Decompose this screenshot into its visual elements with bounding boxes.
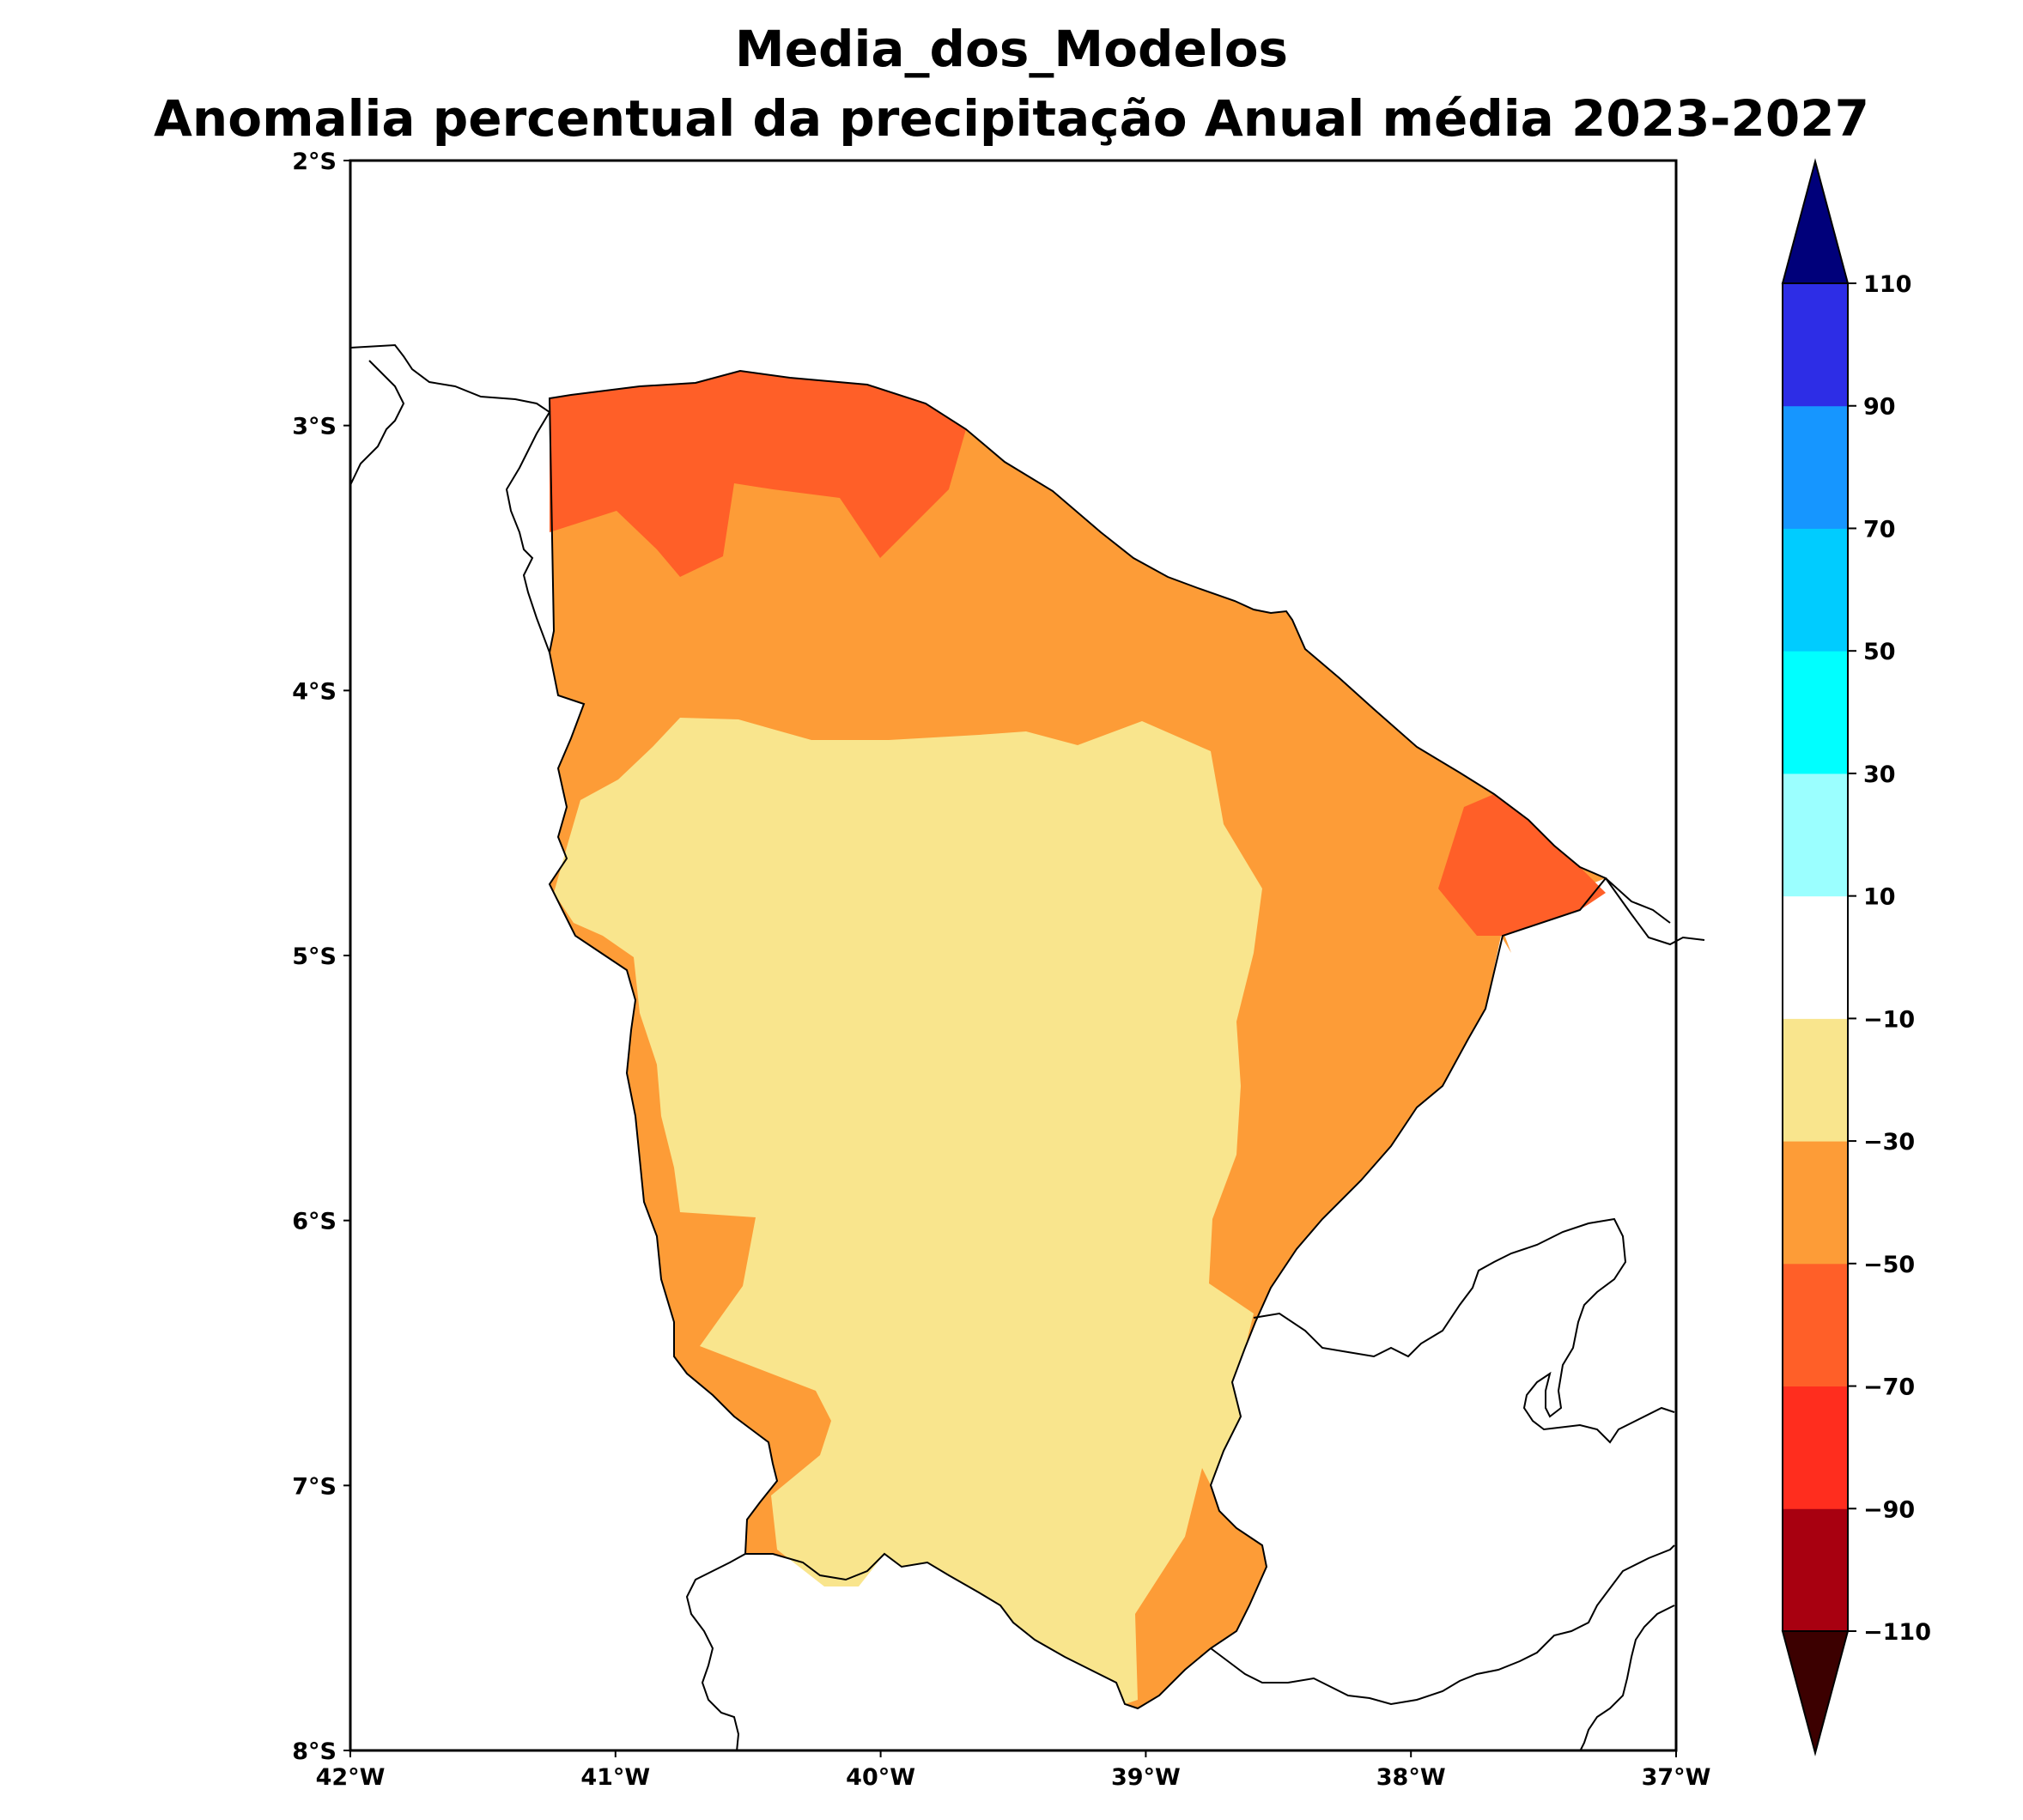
- colorbar-segment: [1783, 773, 1848, 897]
- colorbar-segment: [1783, 283, 1848, 407]
- colorbar-segment: [1783, 1386, 1848, 1509]
- lat-tick-label: 4°S: [292, 678, 337, 705]
- colorbar-over-arrow: [1781, 158, 1850, 284]
- ceara-outline: [548, 369, 1607, 1710]
- colorbar-segment: [1783, 895, 1848, 1019]
- border-pb-pe: [1253, 1217, 1675, 1444]
- lon-tick-label: 41°W: [580, 1764, 650, 1791]
- lat-tick-label: 2°S: [292, 149, 337, 175]
- region-anomaly-minus70-minus50-northwest: [550, 371, 966, 577]
- lat-tick-label: 7°S: [292, 1473, 337, 1500]
- lat-tick-label: 3°S: [292, 414, 337, 440]
- lat-tick-label: 6°S: [292, 1209, 337, 1235]
- colorbar-segment: [1783, 1263, 1848, 1387]
- colorbar-tick-label: −110: [1863, 1619, 1931, 1646]
- lat-tick-label: 5°S: [292, 943, 337, 970]
- colorbar-tick-label: 110: [1863, 271, 1911, 298]
- colorbar-tick-label: −70: [1863, 1374, 1915, 1401]
- border-rn-pb: [1605, 877, 1705, 946]
- lat-tick-label: 8°S: [292, 1738, 337, 1765]
- colorbar-under-arrow: [1781, 1630, 1850, 1756]
- border-pe-southeast: [1579, 1605, 1675, 1752]
- map-title-line-2: Anomalia percentual da precipitação Anua…: [154, 89, 1869, 148]
- colorbar-tick-label: 90: [1863, 394, 1896, 421]
- border-pi-pe: [685, 1553, 746, 1752]
- colorbar-tick-label: 50: [1863, 639, 1896, 665]
- map-title-line-1: Media_dos_Modelos: [734, 20, 1289, 78]
- colorbar-tick-label: 70: [1863, 516, 1896, 543]
- border-rn-coast: [1605, 877, 1671, 924]
- region-anomaly-minus70-minus50-east-coast: [1438, 794, 1606, 936]
- region-anomaly-minus30-minus10: [554, 718, 1262, 1704]
- lon-tick-label: 37°W: [1642, 1764, 1711, 1791]
- map-axes: 42°W 41°W 40°W 39°W 38°W 37°W 2°S 3°S 4°S 5°S 6°S 7…: [292, 149, 1710, 1791]
- colorbar-segment: [1783, 651, 1848, 774]
- colorbar-tick-label: −30: [1863, 1129, 1915, 1156]
- border-west-lower: [349, 360, 405, 486]
- colorbar-tick-label: −10: [1863, 1006, 1915, 1033]
- lon-tick-label: 42°W: [316, 1764, 386, 1791]
- colorbar-segment: [1783, 405, 1848, 529]
- colorbar-segment: [1783, 528, 1848, 652]
- state-borders: [349, 343, 1705, 1752]
- lon-tick-label: 39°W: [1111, 1764, 1181, 1791]
- lon-tick-label: 40°W: [846, 1764, 915, 1791]
- lon-tick-label: 38°W: [1376, 1764, 1446, 1791]
- colorbar-tick-label: 10: [1863, 884, 1896, 911]
- colorbar-tick-label: −90: [1863, 1496, 1915, 1523]
- colorbar-segment: [1783, 1508, 1848, 1632]
- border-pe-south: [1210, 1544, 1675, 1706]
- colorbar: −110 −90 −70 −50 −30 −10 10 30 50 70 90 110: [1781, 158, 1931, 1756]
- colorbar-segment: [1783, 1141, 1848, 1265]
- border-piaui-maranhao: [349, 343, 551, 653]
- map-area: [349, 343, 1705, 1752]
- colorbar-tick-label: −50: [1863, 1252, 1915, 1278]
- colorbar-outline: [1782, 282, 1849, 1632]
- colorbar-tick-label: 30: [1863, 761, 1896, 788]
- colorbar-segment: [1783, 1018, 1848, 1142]
